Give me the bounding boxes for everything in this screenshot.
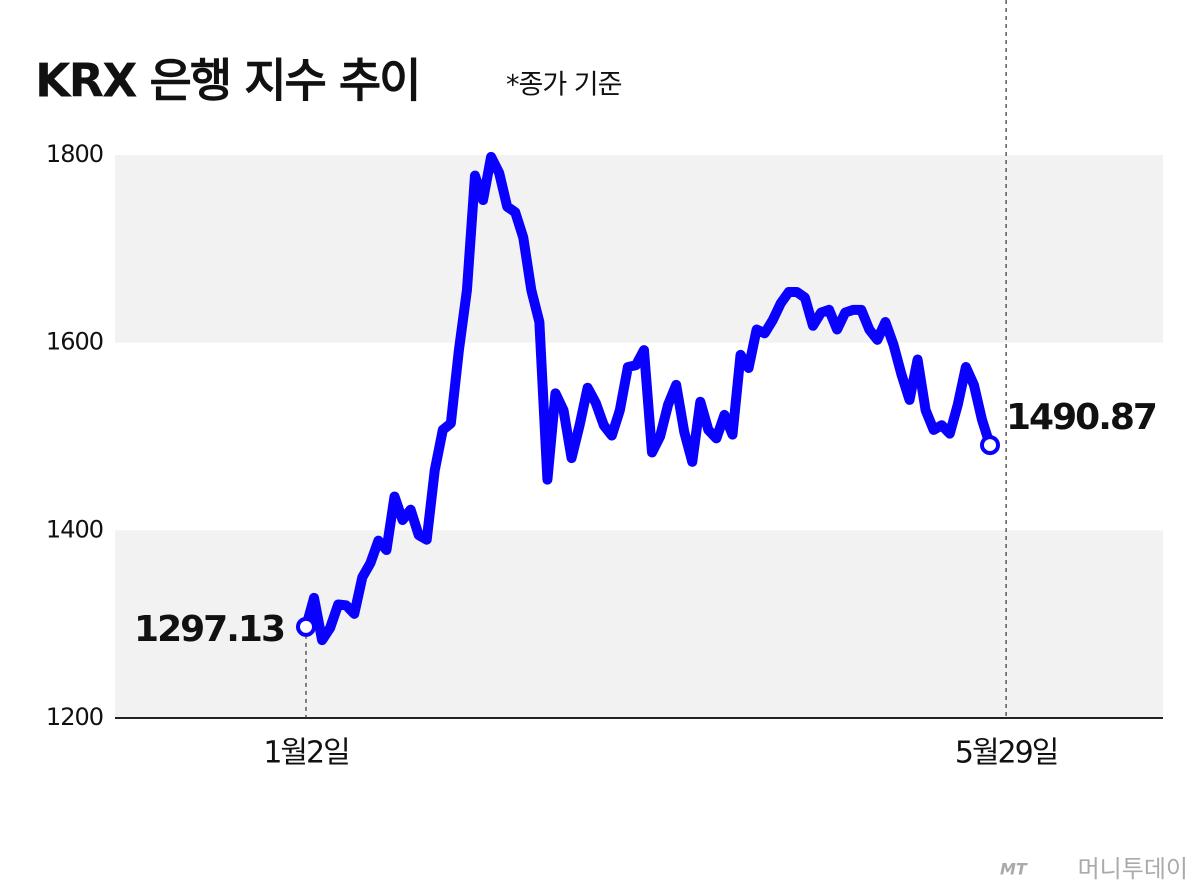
x-tick-label: 1월2일 — [263, 736, 348, 771]
value-label: 1490.87 — [1006, 397, 1156, 438]
chart-title: KRX 은행 지수 추이 — [35, 54, 420, 108]
line — [301, 151, 995, 646]
y-tick-label: 1800 — [46, 140, 103, 168]
y-tick-label: 1400 — [46, 515, 103, 543]
band — [115, 530, 1163, 718]
x-tick-label: 5월29일 — [955, 736, 1057, 771]
end-marker — [980, 435, 1000, 456]
chart-subtitle: *종가 기준 — [506, 70, 622, 101]
source: 머니투데이 — [1078, 855, 1188, 883]
y-tick-label: 1600 — [46, 328, 103, 356]
end-marker — [296, 616, 316, 637]
value-label: 1297.13 — [134, 609, 284, 650]
source-logo: MT — [1000, 860, 1028, 879]
y-tick-label: 1200 — [46, 703, 103, 731]
band — [115, 155, 1163, 343]
